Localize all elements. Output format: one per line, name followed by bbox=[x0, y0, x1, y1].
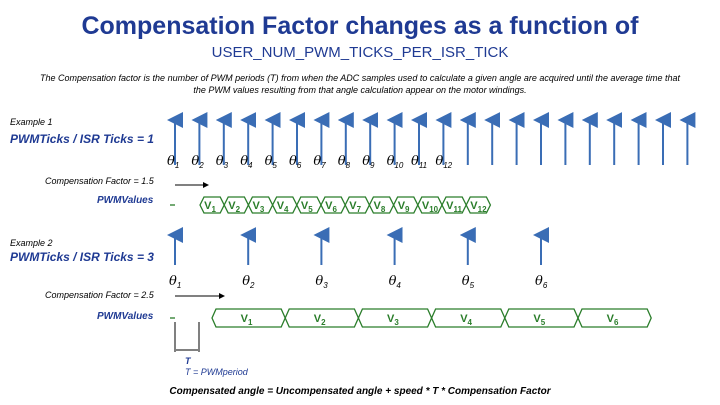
value-segment-label: V2 bbox=[314, 313, 326, 327]
value-segment-segment bbox=[465, 196, 492, 214]
example1-values-bus: V1 V2 V3 V4 V5 V6 V7 V8 V9 V10 V11 V12 bbox=[170, 196, 492, 214]
example2-angle-labels: θ1 θ2 θ3 θ4 θ5 θ6 bbox=[169, 274, 548, 290]
angle-label: θ5 bbox=[462, 274, 475, 290]
value-segment-label: V10 bbox=[422, 200, 439, 214]
value-segment-label: V2 bbox=[228, 200, 240, 214]
angle-label: θ7 bbox=[313, 154, 326, 170]
example1-angle-labels: θ1 θ2 θ3 θ4 θ5 θ6 θ7 θ8 θ9 θ10 θ11 θ12 bbox=[167, 154, 453, 170]
period-marker-label: T bbox=[185, 356, 191, 366]
footer-formula: Compensated angle = Uncompensated angle … bbox=[169, 386, 551, 397]
angle-label: θ11 bbox=[411, 154, 427, 170]
angle-label: θ6 bbox=[289, 154, 302, 170]
value-segment-label: V6 bbox=[325, 200, 337, 214]
angle-label: θ9 bbox=[362, 154, 375, 170]
value-segment-label: V1 bbox=[241, 313, 253, 327]
angle-label: θ2 bbox=[191, 154, 204, 170]
value-segment-label: V9 bbox=[398, 200, 410, 214]
example2-ticks-label: PWMTicks / ISR Ticks = 3 bbox=[10, 250, 154, 264]
angle-label: θ6 bbox=[535, 274, 548, 290]
value-segment-label: V1 bbox=[204, 200, 216, 214]
angle-label: θ12 bbox=[435, 154, 452, 170]
angle-label: θ1 bbox=[169, 274, 181, 290]
value-segment-label: V6 bbox=[607, 313, 619, 327]
angle-label: θ8 bbox=[338, 154, 351, 170]
example2-values-bus: V1 V2 V3 V4 V5 V6 bbox=[170, 308, 652, 328]
angle-label: θ3 bbox=[216, 154, 229, 170]
angle-label: θ1 bbox=[167, 154, 179, 170]
angle-label: θ2 bbox=[242, 274, 255, 290]
angle-label: θ4 bbox=[240, 154, 253, 170]
example1-tick-arrows bbox=[167, 112, 696, 165]
value-segment-label: V5 bbox=[301, 200, 313, 214]
example1-compensation-label: Compensation Factor = 1.5 bbox=[45, 176, 154, 186]
period-indicator bbox=[174, 322, 200, 352]
value-segment-label: V4 bbox=[460, 313, 472, 327]
example1-label: Example 1 bbox=[10, 117, 53, 127]
example1-pwm-values-label: PWMValues bbox=[97, 195, 154, 206]
value-segment-label: V3 bbox=[253, 200, 265, 214]
example2-compensation-label: Compensation Factor = 2.5 bbox=[45, 290, 154, 300]
period-label: T = PWMperiod bbox=[185, 367, 248, 377]
compensation-arrows bbox=[175, 182, 225, 299]
angle-label: θ10 bbox=[387, 154, 404, 170]
page-title: Compensation Factor changes as a functio… bbox=[81, 12, 639, 40]
example2-tick-arrows bbox=[167, 227, 549, 265]
value-segment-segment bbox=[577, 308, 652, 328]
angle-label: θ4 bbox=[389, 274, 402, 290]
value-segment-label: V8 bbox=[374, 200, 386, 214]
value-segment-label: V11 bbox=[446, 200, 462, 214]
example1-ticks-label: PWMTicks / ISR Ticks = 1 bbox=[10, 132, 154, 146]
value-segment-label: V7 bbox=[349, 200, 361, 214]
example2-label: Example 2 bbox=[10, 238, 53, 248]
value-segment-label: V5 bbox=[533, 313, 545, 327]
value-segment-label: V3 bbox=[387, 313, 399, 327]
description-text: The Compensation factor is the number of… bbox=[40, 73, 680, 95]
example2-pwm-values-label: PWMValues bbox=[97, 311, 154, 322]
angle-label: θ5 bbox=[265, 154, 278, 170]
value-segment-label: V4 bbox=[277, 200, 289, 214]
value-segment-label: V12 bbox=[470, 200, 487, 214]
page-subtitle: USER_NUM_PWM_TICKS_PER_ISR_TICK bbox=[211, 44, 509, 61]
angle-label: θ3 bbox=[315, 274, 328, 290]
